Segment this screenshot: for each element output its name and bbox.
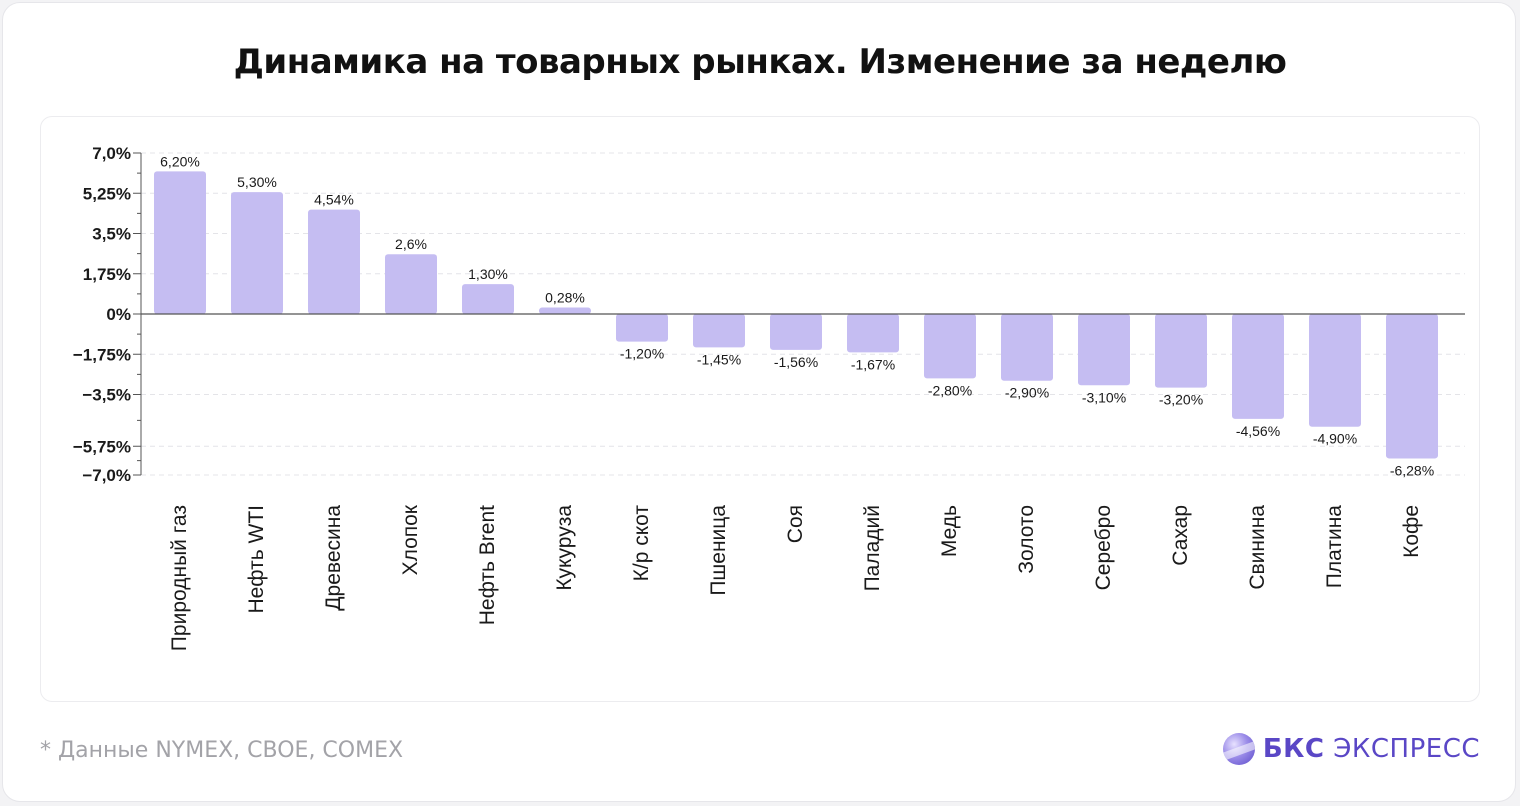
bar bbox=[1155, 314, 1207, 388]
x-category-label: Природный газ bbox=[168, 505, 191, 651]
x-category-label: Соя bbox=[784, 505, 807, 543]
y-tick-label: −3,5% bbox=[82, 386, 131, 405]
y-tick-label: 3,5% bbox=[92, 225, 131, 244]
bar-chart: 7,0% 5,25% 3,5% 1,75% 0% −1,75% −3,5% −5,75% −7,… bbox=[73, 144, 1465, 651]
y-tick-label: 0% bbox=[106, 305, 131, 324]
x-category-label: Кукуруза bbox=[553, 505, 576, 591]
bar bbox=[231, 192, 283, 314]
data-label: -3,10% bbox=[1082, 389, 1126, 405]
data-label: -2,80% bbox=[928, 382, 972, 398]
data-label: -4,56% bbox=[1236, 423, 1280, 439]
brand-logo-block: БКС ЭКСПРЕСС bbox=[1222, 733, 1480, 765]
x-category-label: Медь bbox=[938, 505, 961, 557]
bar bbox=[924, 314, 976, 379]
bar bbox=[385, 254, 437, 314]
x-category-label: Пшеница bbox=[707, 505, 730, 596]
y-tick-label: 7,0% bbox=[92, 144, 131, 163]
bcs-sphere-icon bbox=[1222, 733, 1255, 765]
bar bbox=[770, 314, 822, 350]
brand-name: БКС ЭКСПРЕСС bbox=[1263, 734, 1480, 764]
y-tick-label: −5,75% bbox=[73, 437, 131, 456]
x-category-label: Нефть Brent bbox=[476, 505, 499, 625]
y-tick-label: −7,0% bbox=[82, 466, 131, 485]
bar bbox=[1309, 314, 1361, 427]
data-label: -1,45% bbox=[697, 351, 741, 367]
data-label: -4,90% bbox=[1313, 431, 1357, 447]
bar bbox=[539, 307, 591, 314]
brand-name-regular: ЭКСПРЕСС bbox=[1333, 734, 1480, 764]
bar bbox=[154, 171, 206, 314]
data-label: 1,30% bbox=[468, 266, 508, 282]
data-label: -1,56% bbox=[774, 354, 818, 370]
data-source-footnote: * Данные NYMEX, CBOE, COMEX bbox=[40, 738, 404, 763]
data-label: 2,6% bbox=[395, 236, 427, 252]
data-label: -6,28% bbox=[1390, 462, 1434, 478]
bar bbox=[616, 314, 668, 342]
y-tick-label: 1,75% bbox=[83, 265, 131, 284]
bar bbox=[1232, 314, 1284, 419]
x-category-label: Паладий bbox=[861, 505, 884, 591]
chart-title: Динамика на товарных рынках. Изменение з… bbox=[233, 42, 1287, 82]
data-label: -1,20% bbox=[620, 346, 664, 362]
data-label: -3,20% bbox=[1159, 392, 1203, 408]
chart-panel: 7,0% 5,25% 3,5% 1,75% 0% −1,75% −3,5% −5,75% −7,… bbox=[40, 116, 1480, 702]
data-label: 0,28% bbox=[545, 290, 585, 306]
y-tick-label: −1,75% bbox=[73, 345, 131, 364]
bar bbox=[462, 284, 514, 314]
data-label: -2,90% bbox=[1005, 385, 1049, 401]
data-label: 5,30% bbox=[237, 174, 277, 190]
data-label: 4,54% bbox=[314, 192, 354, 208]
bar bbox=[308, 209, 360, 314]
x-category-label: Сахар bbox=[1169, 505, 1192, 566]
data-label: 6,20% bbox=[160, 153, 200, 169]
y-tick-label: 5,25% bbox=[83, 184, 131, 203]
x-category-label: Древесина bbox=[322, 505, 345, 611]
bar bbox=[693, 314, 745, 348]
x-category-label: Золото bbox=[1015, 505, 1038, 574]
bar bbox=[847, 314, 899, 353]
x-category-label: Серебро bbox=[1092, 505, 1115, 590]
bar bbox=[1078, 314, 1130, 386]
x-category-label: Платина bbox=[1323, 505, 1346, 589]
x-category-label: Свинина bbox=[1246, 505, 1269, 590]
x-category-label: Хлопок bbox=[399, 504, 422, 575]
x-category-label: К/р скот bbox=[630, 505, 653, 582]
data-label: -1,67% bbox=[851, 356, 895, 372]
brand-name-bold: БКС bbox=[1262, 734, 1325, 764]
bar bbox=[1386, 314, 1438, 459]
x-category-label: Нефть WTI bbox=[245, 505, 268, 614]
x-category-label: Кофе bbox=[1400, 505, 1423, 558]
bar bbox=[1001, 314, 1053, 381]
